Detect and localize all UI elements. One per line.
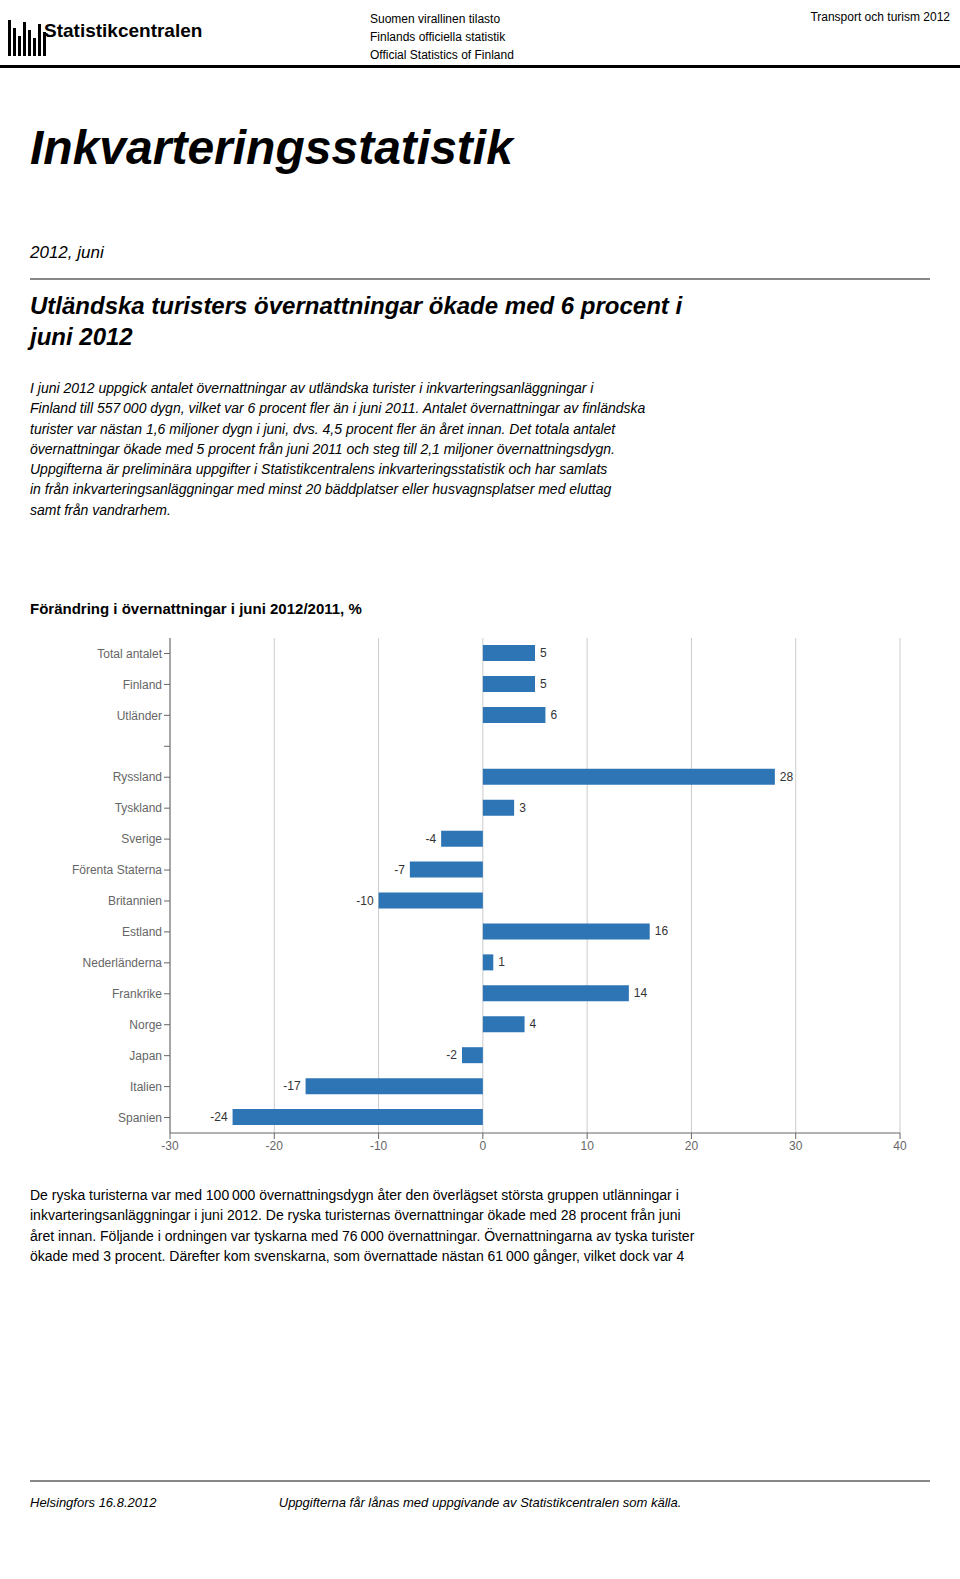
svg-text:10: 10 — [580, 1139, 594, 1153]
svg-text:Italien: Italien — [130, 1080, 162, 1094]
svg-text:-10: -10 — [356, 894, 374, 908]
svg-text:Japan: Japan — [129, 1049, 162, 1063]
html-text:Inkvarteringsstatistik: Inkvarteringsstatistik — [30, 121, 513, 174]
svg-text:40: 40 — [893, 1139, 907, 1153]
svg-text:28: 28 — [780, 770, 794, 784]
html-text:inkvarteringsanläggningar i ju: inkvarteringsanläggningar i juni 2012. D… — [30, 1207, 681, 1224]
svg-text:Frankrike: Frankrike — [112, 987, 162, 1001]
svg-text:-10: -10 — [370, 1139, 388, 1153]
html-text:övernattningar ökade med 5 pro: övernattningar ökade med 5 procent från … — [30, 440, 615, 457]
svg-text:Estland: Estland — [122, 925, 162, 939]
svg-text:Förenta Staterna: Förenta Staterna — [72, 863, 162, 877]
svg-text:Ryssland: Ryssland — [113, 770, 162, 784]
html-text:Uppgifterna är preliminära upp: Uppgifterna är preliminära uppgifter i S… — [30, 461, 608, 478]
svg-text:5: 5 — [540, 677, 547, 691]
html-text:Suomen virallinen tilasto: Suomen virallinen tilasto — [370, 12, 501, 26]
html-text:Förändring i övernattningar i: Förändring i övernattningar i juni 2012/… — [30, 600, 362, 617]
svg-text:Britannien: Britannien — [108, 894, 162, 908]
html-text:Finlands officiella statistik: Finlands officiella statistik — [370, 30, 506, 44]
svg-text:16: 16 — [655, 924, 669, 938]
svg-text:-7: -7 — [394, 863, 405, 877]
svg-text:6: 6 — [550, 708, 557, 722]
svg-text:Norge: Norge — [129, 1018, 162, 1032]
html-text:Uppgifterna får lånas med uppg: Uppgifterna får lånas med uppgivande av … — [278, 1495, 682, 1510]
html-text:Utländska turisters övernattni: Utländska turisters övernattningar ökade… — [30, 292, 683, 351]
svg-text:30: 30 — [789, 1139, 803, 1153]
svg-text:-20: -20 — [266, 1139, 284, 1153]
svg-text:Finland: Finland — [123, 678, 162, 692]
svg-text:14: 14 — [634, 986, 648, 1000]
html-text:ökade med 3 procent. Därefter: ökade med 3 procent. Därefter kom svensk… — [30, 1247, 685, 1264]
html-text:2012, juni: 2012, juni — [30, 243, 104, 262]
svg-text:Total antalet: Total antalet — [97, 647, 162, 661]
svg-text:3: 3 — [519, 801, 526, 815]
svg-text:Utländer: Utländer — [117, 709, 162, 723]
html-text:in från inkvarteringsanläggnin: in från inkvarteringsanläggningar med mi… — [30, 481, 612, 498]
html-text:I juni 2012 uppgick antalet öv: I juni 2012 uppgick antalet övernattning… — [30, 380, 594, 396]
svg-text:-4: -4 — [425, 832, 436, 846]
svg-text:-30: -30 — [161, 1139, 179, 1153]
svg-text:Spanien: Spanien — [118, 1111, 162, 1125]
html-text:Official Statistics of Finland: Official Statistics of Finland — [370, 48, 514, 62]
svg-text:-17: -17 — [283, 1079, 301, 1093]
html-text:året innan. Följande i ordning: året innan. Följande i ordningen var tys… — [30, 1227, 695, 1244]
svg-text:0: 0 — [480, 1139, 487, 1153]
html-text:Finland till 557 000 dygn, vil: Finland till 557 000 dygn, vilket var 6 … — [30, 400, 646, 417]
html-text:Transport och turism 2012: Transport och turism 2012 — [810, 10, 950, 24]
svg-text:20: 20 — [685, 1139, 699, 1153]
svg-text:-2: -2 — [446, 1048, 457, 1062]
svg-text:Nederländerna: Nederländerna — [83, 956, 163, 970]
svg-text:Sverige: Sverige — [121, 832, 162, 846]
svg-text:5: 5 — [540, 646, 547, 660]
svg-text:1: 1 — [498, 955, 505, 969]
svg-text:-24: -24 — [210, 1110, 228, 1124]
html-text:De ryska turisterna var med 10: De ryska turisterna var med 100 000 över… — [30, 1187, 679, 1203]
html-text:Statistikcentralen: Statistikcentralen — [44, 20, 203, 41]
svg-text:Tyskland: Tyskland — [115, 801, 162, 815]
html-text:samt från vandrarhem.: samt från vandrarhem. — [30, 501, 171, 518]
html-text:turister var nästan 1,6 miljon: turister var nästan 1,6 miljoner dygn i … — [30, 420, 616, 437]
svg-text:4: 4 — [530, 1017, 537, 1031]
html-text:Helsingfors 16.8.2012: Helsingfors 16.8.2012 — [30, 1495, 157, 1510]
